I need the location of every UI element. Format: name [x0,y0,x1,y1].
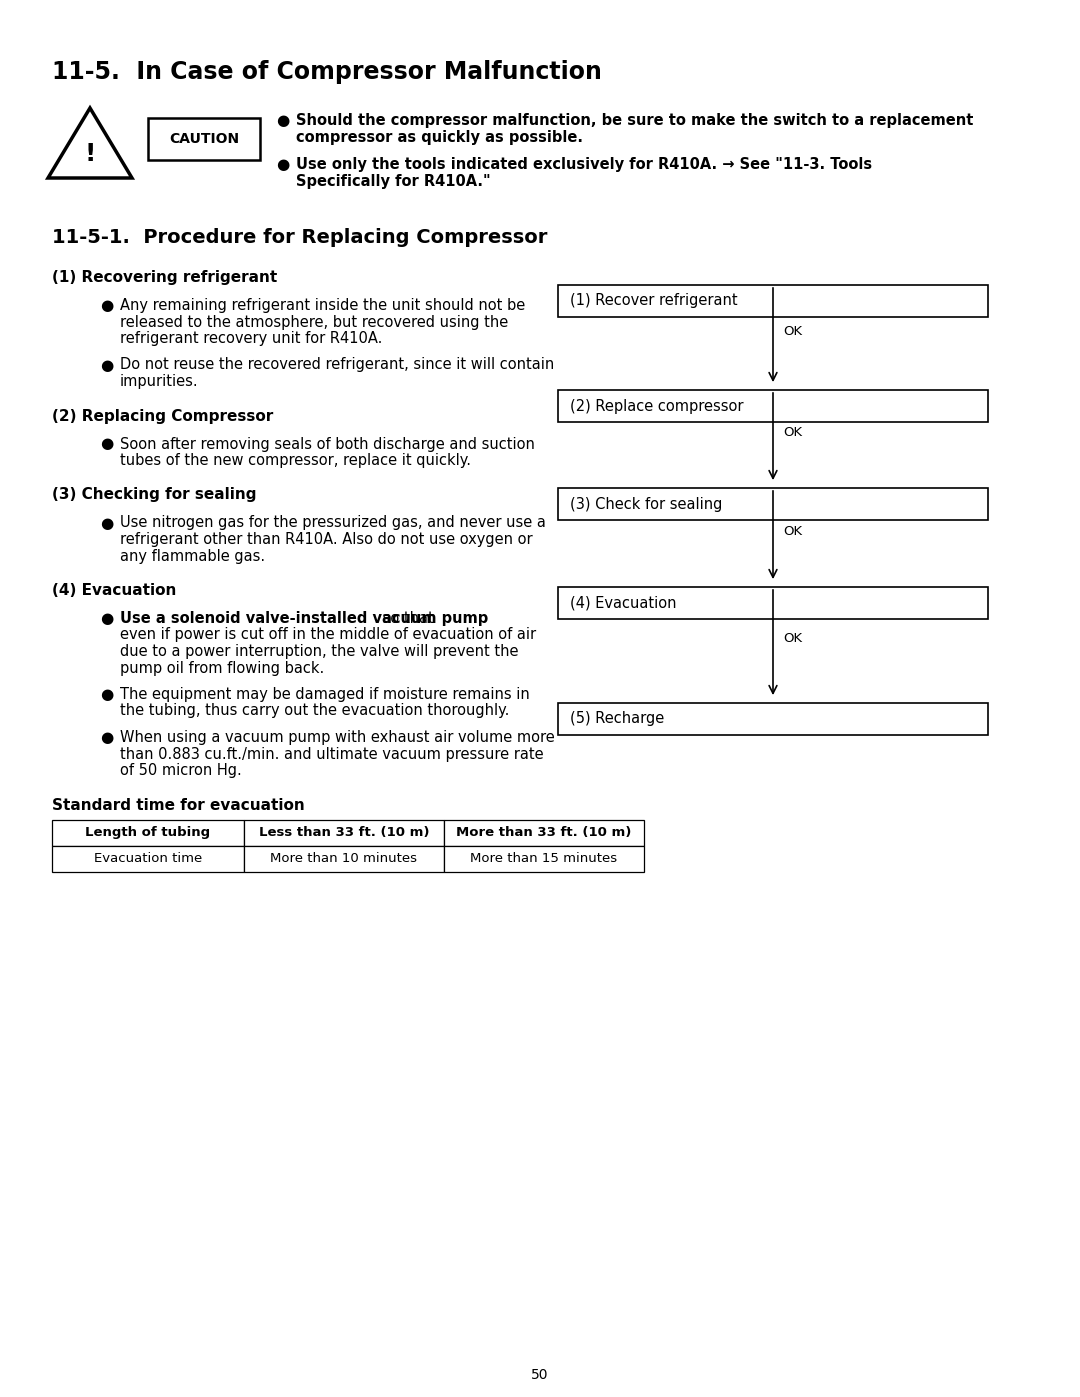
Text: Evacuation time: Evacuation time [94,852,202,865]
Text: (2) Replace compressor: (2) Replace compressor [570,398,743,414]
Bar [444,845,644,872]
Text: (3) Checking for sealing: (3) Checking for sealing [52,488,257,503]
Text: Should the compressor malfunction, be sure to make the switch to a replacement
c: Should the compressor malfunction, be su… [296,113,973,145]
Bar [52,820,244,845]
Text: (2) Replacing Compressor: (2) Replacing Compressor [52,408,273,423]
Bar [148,117,260,161]
Bar [558,390,988,422]
Text: ●: ● [276,113,289,129]
Text: ●: ● [100,610,113,626]
Text: ●: ● [100,687,113,703]
Bar [52,845,244,872]
Text: 50: 50 [531,1368,549,1382]
Text: due to a power interruption, the valve will prevent the: due to a power interruption, the valve w… [120,644,518,659]
Text: OK: OK [783,426,802,440]
Text: even if power is cut off in the middle of evacuation of air: even if power is cut off in the middle o… [120,627,536,643]
Bar [244,820,444,845]
Text: More than 33 ft. (10 m): More than 33 ft. (10 m) [457,826,632,840]
Bar [558,703,988,735]
Text: Any remaining refrigerant inside the unit should not be: Any remaining refrigerant inside the uni… [120,298,525,313]
Bar [558,587,988,619]
Text: Use a solenoid valve-installed vacuum pump: Use a solenoid valve-installed vacuum pu… [120,610,488,626]
Text: Use only the tools indicated exclusively for R410A. → See "11-3. Tools
Specifica: Use only the tools indicated exclusively… [296,156,873,190]
Text: Do not reuse the recovered refrigerant, since it will contain: Do not reuse the recovered refrigerant, … [120,358,554,373]
Text: More than 10 minutes: More than 10 minutes [270,852,418,865]
Bar [244,845,444,872]
Text: !: ! [84,142,96,166]
Text: OK: OK [783,525,802,538]
Text: Soon after removing seals of both discharge and suction: Soon after removing seals of both discha… [120,436,535,451]
Text: More than 15 minutes: More than 15 minutes [471,852,618,865]
Text: ●: ● [276,156,289,172]
Text: impurities.: impurities. [120,374,199,388]
Text: ●: ● [100,436,113,451]
Text: Less than 33 ft. (10 m): Less than 33 ft. (10 m) [259,826,429,840]
Text: 11-5-1.  Procedure for Replacing Compressor: 11-5-1. Procedure for Replacing Compress… [52,228,548,247]
Text: (5) Recharge: (5) Recharge [570,711,664,726]
Text: The equipment may be damaged if moisture remains in: The equipment may be damaged if moisture… [120,687,530,703]
Bar [558,285,988,317]
Text: ●: ● [100,298,113,313]
Text: Length of tubing: Length of tubing [85,826,211,840]
Text: Standard time for evacuation: Standard time for evacuation [52,798,305,813]
Text: ●: ● [100,358,113,373]
Text: (3) Check for sealing: (3) Check for sealing [570,496,723,511]
Text: any flammable gas.: any flammable gas. [120,549,265,563]
Text: OK: OK [783,326,802,338]
Text: released to the atmosphere, but recovered using the: released to the atmosphere, but recovere… [120,314,509,330]
Text: Use nitrogen gas for the pressurized gas, and never use a: Use nitrogen gas for the pressurized gas… [120,515,545,531]
Text: CAUTION: CAUTION [168,131,239,147]
Text: OK: OK [783,633,802,645]
Text: so that: so that [378,610,434,626]
Text: pump oil from flowing back.: pump oil from flowing back. [120,661,324,676]
Text: ●: ● [100,731,113,745]
Text: refrigerant recovery unit for R410A.: refrigerant recovery unit for R410A. [120,331,382,346]
Text: (1) Recovering refrigerant: (1) Recovering refrigerant [52,270,278,285]
Text: 11-5.  In Case of Compressor Malfunction: 11-5. In Case of Compressor Malfunction [52,60,602,84]
Text: (4) Evacuation: (4) Evacuation [52,583,176,598]
Text: (1) Recover refrigerant: (1) Recover refrigerant [570,293,738,309]
Text: (4) Evacuation: (4) Evacuation [570,595,676,610]
Text: refrigerant other than R410A. Also do not use oxygen or: refrigerant other than R410A. Also do no… [120,532,532,548]
Text: than 0.883 cu.ft./min. and ultimate vacuum pressure rate: than 0.883 cu.ft./min. and ultimate vacu… [120,746,543,761]
Text: the tubing, thus carry out the evacuation thoroughly.: the tubing, thus carry out the evacuatio… [120,704,510,718]
Bar [444,820,644,845]
Text: of 50 micron Hg.: of 50 micron Hg. [120,763,242,778]
Text: ●: ● [100,515,113,531]
Bar [558,488,988,520]
Text: tubes of the new compressor, replace it quickly.: tubes of the new compressor, replace it … [120,453,471,468]
Text: When using a vacuum pump with exhaust air volume more: When using a vacuum pump with exhaust ai… [120,731,555,745]
